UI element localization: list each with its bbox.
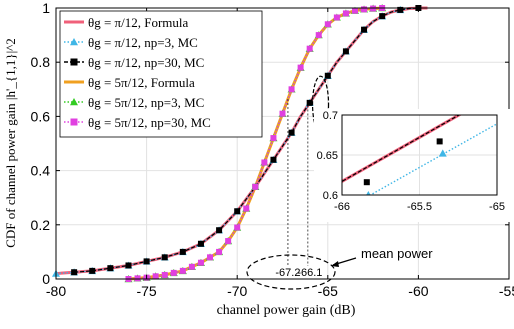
marker-5pi12-np30 [307, 46, 313, 52]
legend-label: θg = π/12, np=3, MC [88, 35, 198, 50]
marker-5pi12-np30 [361, 6, 367, 12]
marker-5pi12-np30 [216, 249, 222, 255]
marker-pi12-np30 [125, 262, 131, 268]
y-tick-label: 1 [42, 0, 50, 16]
mean-power-label: mean power [361, 246, 433, 261]
marker-pi12-np30 [71, 269, 77, 275]
marker-5pi12-np30 [252, 184, 258, 190]
legend-label: θg = 5π/12, np=30, MC [88, 115, 211, 130]
y-tick-label: 0 [42, 271, 50, 287]
marker-5pi12-np30 [280, 111, 286, 117]
inset-x-tick-label: -66 [334, 201, 350, 213]
marker-5pi12-np30 [270, 135, 276, 141]
marker-5pi12-np30 [153, 273, 159, 279]
inset-y-tick-label: 0.6 [323, 190, 338, 202]
marker-pi12-np30 [107, 265, 113, 271]
marker-5pi12-np30 [198, 260, 204, 266]
y-tick-label: 0.4 [31, 163, 51, 179]
marker-5pi12-np30 [325, 21, 331, 27]
y-tick-label: 0.8 [31, 54, 51, 70]
mean-power-arrowhead [331, 261, 339, 267]
x-tick-label: -75 [136, 283, 156, 299]
legend-marker [71, 59, 78, 66]
legend: θg = π/12, Formula θg = π/12, np=3, MC θg … [60, 11, 262, 137]
marker-5pi12-np30 [189, 264, 195, 270]
marker-pi12-np30 [361, 27, 367, 33]
inset-y-tick-label: 0.65 [317, 150, 338, 162]
marker-pi12-np30 [307, 100, 313, 106]
x-axis-label: channel power gain (dB) [217, 303, 356, 318]
marker-5pi12-np30 [225, 238, 231, 244]
marker-pi12-np30 [325, 73, 331, 79]
marker-5pi12-np30 [180, 268, 186, 274]
marker-5pi12-np30 [352, 8, 358, 14]
marker-pi12-np30 [379, 13, 385, 19]
marker-5pi12-np30 [162, 272, 168, 278]
marker-5pi12-np30 [289, 86, 295, 92]
legend-label: θg = 5π/12, Formula [88, 75, 195, 90]
marker-5pi12-np30 [334, 14, 340, 20]
zoom-inset: -66 -65.5 -65 0.6 0.65 0.7 [311, 109, 511, 222]
x-tick-label: -70 [227, 283, 247, 299]
y-tick-label: 0.2 [31, 217, 51, 233]
marker-pi12-np30 [343, 48, 349, 54]
y-axis-label: CDF of channel power gain |h'_{1,1}|^2 [3, 38, 18, 248]
marker-pi12-np30 [198, 241, 204, 247]
marker-5pi12-np30 [207, 254, 213, 260]
marker-pi12-np30 [180, 249, 186, 255]
marker-5pi12-np30 [370, 6, 376, 12]
x-tick-label: -65 [318, 283, 338, 299]
x-tick-label: -55 [499, 283, 514, 299]
legend-label: θg = π/12, Formula [88, 15, 189, 30]
inset-y-tick-label: 0.7 [323, 110, 338, 122]
marker-pi12-np30 [89, 268, 95, 274]
legend-marker [71, 119, 78, 126]
mean-pi12-label: -66.1 [297, 267, 322, 279]
y-tick-label: 0.6 [31, 108, 51, 124]
marker-5pi12-np30 [135, 275, 141, 281]
legend-label: θg = 5π/12, np=3, MC [88, 95, 204, 110]
inset-x-tick-label: -65.5 [407, 201, 432, 213]
inset-marker-np30 [364, 179, 370, 185]
legend-label: θg = π/12, np=30, MC [88, 55, 204, 70]
marker-5pi12-np30 [261, 159, 267, 165]
marker-5pi12-np30 [316, 32, 322, 38]
marker-pi12-np30 [270, 157, 276, 163]
marker-pi12-np30 [234, 208, 240, 214]
marker-pi12-np30 [144, 258, 150, 264]
marker-5pi12-np30 [243, 206, 249, 212]
marker-pi12-np30 [162, 254, 168, 260]
x-tick-label: -60 [408, 283, 428, 299]
inset-marker-np30 [437, 138, 443, 144]
marker-5pi12-np30 [298, 65, 304, 71]
marker-pi12-np30 [216, 227, 222, 233]
marker-5pi12-np30 [171, 270, 177, 276]
inset-x-tick-label: -65 [489, 201, 505, 213]
marker-5pi12-np30 [234, 225, 240, 231]
marker-pi12-np30 [289, 130, 295, 136]
marker-5pi12-np30 [343, 10, 349, 16]
